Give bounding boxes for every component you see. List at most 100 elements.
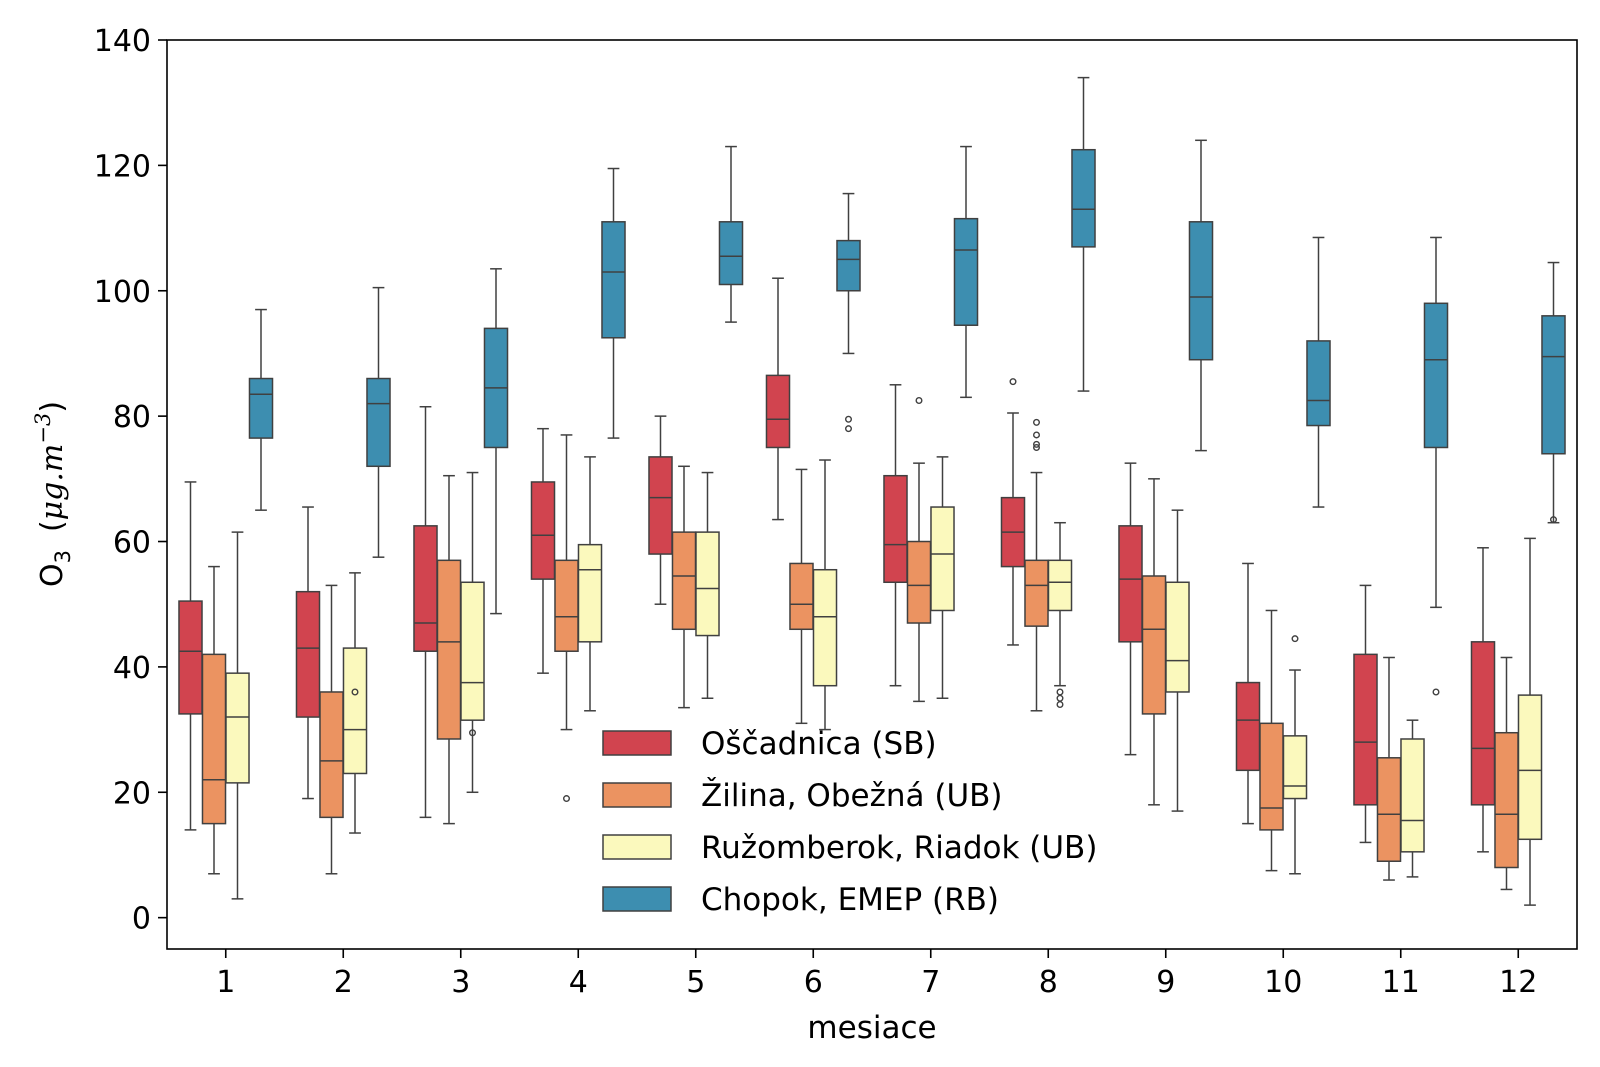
box-series1-month-1 [178, 481, 203, 831]
box-series4-month-11 [1423, 236, 1449, 696]
box-series4-month-10 [1306, 236, 1331, 508]
iqr-box [1282, 735, 1308, 800]
y-axis-title-exponent: −3 [31, 413, 55, 444]
iqr-box [695, 531, 720, 637]
box-series3-month-8 [1047, 521, 1073, 709]
y-axis-title-close-paren: ) [35, 401, 70, 413]
x-tick-label: 9 [1156, 965, 1175, 1000]
y-tick-label: 40 [113, 651, 151, 686]
iqr-box [1470, 641, 1496, 806]
box-series3-month-6 [812, 459, 838, 731]
iqr-box [953, 217, 979, 326]
iqr-box [1235, 681, 1261, 772]
iqr-box [1024, 559, 1049, 627]
iqr-box [225, 672, 250, 784]
box-series2-month-5 [671, 465, 697, 709]
outlier-point [845, 415, 853, 423]
outlier-point [1009, 378, 1017, 386]
box-series4-month-9 [1188, 139, 1214, 452]
iqr-box [436, 559, 462, 740]
iqr-box [1423, 302, 1449, 449]
legend-label-series-1: Oščadnica (SB) [701, 726, 937, 762]
x-tick-label: 11 [1382, 965, 1420, 1000]
series-4 [248, 76, 1566, 696]
iqr-box [295, 590, 321, 718]
box-series2-month-4 [554, 434, 579, 803]
box-series4-month-4 [601, 167, 626, 439]
iqr-box [1494, 731, 1519, 869]
box-series2-month-2 [319, 584, 344, 875]
outlier-point [351, 688, 359, 696]
outlier-point [469, 729, 477, 737]
iqr-box [1141, 575, 1167, 715]
x-tick-label: 10 [1264, 965, 1302, 1000]
iqr-box [1165, 581, 1190, 693]
iqr-box [601, 221, 626, 339]
y-tick-label: 140 [94, 24, 151, 59]
plot-frame [166, 39, 1578, 950]
iqr-box [930, 506, 955, 612]
iqr-box [201, 653, 227, 825]
legend: Oščadnica (SB) Žilina, Obežná (UB) Ružombe… [602, 726, 1097, 918]
iqr-box [1118, 525, 1143, 643]
outlier-point [563, 795, 571, 803]
iqr-box [1259, 722, 1284, 831]
box-series4-month-3 [483, 268, 509, 615]
iqr-box [248, 377, 274, 439]
y-tick-label: 120 [94, 149, 151, 184]
x-tick-label: 12 [1499, 965, 1537, 1000]
box-series1-month-6 [765, 277, 791, 521]
outlier-point [1432, 688, 1440, 696]
x-tick-label: 8 [1039, 965, 1058, 1000]
iqr-box [530, 481, 556, 580]
y-tick-label: 20 [113, 776, 151, 811]
x-tick-label: 6 [804, 965, 823, 1000]
legend-swatch-series-2 [602, 782, 672, 808]
series-2 [201, 396, 1519, 891]
y-tick-label: 100 [94, 275, 151, 310]
y-axis-title-main: O [35, 563, 70, 587]
boxes-layer [178, 76, 1566, 906]
box-series3-month-10 [1282, 635, 1308, 875]
y-axis-title: O3 (μg.m−3) [31, 401, 75, 587]
box-series4-month-12 [1541, 261, 1566, 524]
legend-label-series-2: Žilina, Obežná (UB) [701, 778, 1003, 814]
iqr-box [342, 647, 368, 775]
box-series3-month-11 [1400, 719, 1425, 878]
outlier-point [1032, 418, 1040, 426]
outlier-point [915, 396, 923, 404]
x-tick-label: 2 [334, 965, 353, 1000]
box-series1-month-5 [648, 415, 673, 605]
iqr-box [1517, 694, 1543, 841]
iqr-box [178, 600, 203, 715]
iqr-box [1071, 148, 1096, 248]
iqr-box [1306, 340, 1331, 427]
iqr-box [765, 374, 791, 449]
iqr-box [883, 474, 908, 584]
box-series1-month-11 [1353, 584, 1378, 844]
legend-label-series-4: Chopok, EMEP (RB) [701, 882, 999, 918]
series-3 [225, 456, 1543, 906]
y-tick-label: 0 [132, 902, 151, 937]
y-tick-label: 80 [113, 400, 151, 435]
iqr-box [718, 221, 744, 286]
y-axis-title-open-paren: ( [35, 520, 70, 532]
box-series4-month-1 [248, 308, 274, 511]
iqr-box [413, 525, 438, 652]
box-series3-month-12 [1517, 537, 1543, 906]
box-series1-month-7 [883, 384, 908, 687]
box-series1-month-8 [1000, 378, 1026, 646]
x-axis: 1 2 3 4 5 6 7 8 9 10 11 12 [216, 949, 1537, 1000]
box-series1-month-12 [1470, 547, 1496, 853]
box-series3-month-3 [460, 471, 485, 794]
legend-label-series-3: Ružomberok, Riadok (UB) [701, 830, 1097, 866]
box-series2-month-11 [1376, 656, 1402, 881]
legend-swatch-series-1 [602, 730, 672, 756]
iqr-box [1400, 738, 1425, 853]
y-tick-label: 60 [113, 526, 151, 561]
box-series3-month-9 [1165, 509, 1190, 812]
y-axis-title-unit: μg.m [35, 444, 70, 521]
x-axis-title: mesiace [807, 1010, 936, 1046]
box-series4-month-7 [953, 145, 979, 399]
